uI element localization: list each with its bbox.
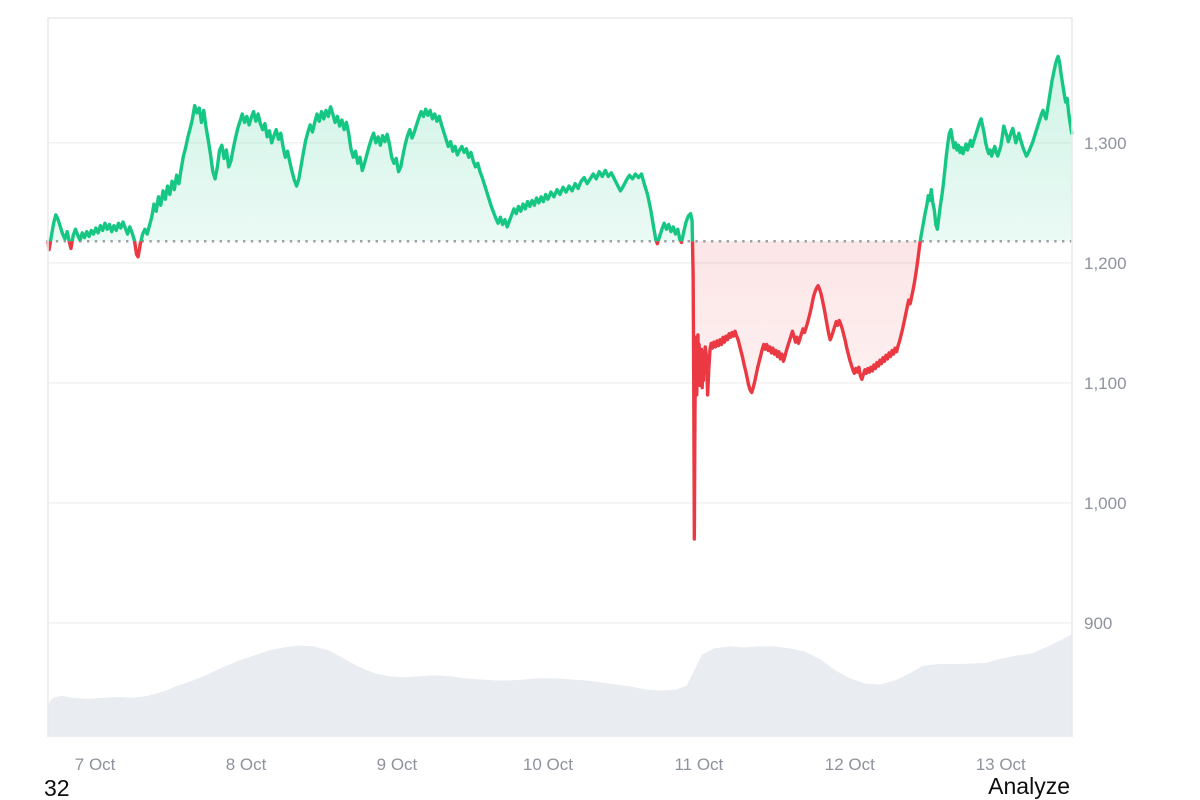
- y-tick-label: 1,000: [1084, 494, 1127, 513]
- y-tick-label: 1,200: [1084, 254, 1127, 273]
- price-line-down: [46, 241, 922, 541]
- price-line-up: [46, 54, 1074, 242]
- x-tick-label: 11 Oct: [674, 755, 723, 774]
- x-tick-label: 13 Oct: [976, 755, 1026, 774]
- plot-border: [47, 17, 1073, 737]
- y-tick-label: 1,100: [1084, 374, 1127, 393]
- y-tick-label: 900: [1084, 614, 1112, 633]
- x-tick-label: 7 Oct: [75, 755, 116, 774]
- volume-area: [48, 634, 1072, 737]
- price-area-below-baseline: [48, 241, 921, 539]
- analyze-button[interactable]: Analyze: [988, 773, 1070, 799]
- x-tick-label: 12 Oct: [825, 755, 875, 774]
- price-area-above-baseline: [48, 56, 1072, 242]
- x-tick-label: 10 Oct: [523, 755, 573, 774]
- x-tick-label: 8 Oct: [226, 755, 267, 774]
- y-tick-label: 1,300: [1084, 134, 1127, 153]
- x-tick-label: 9 Oct: [377, 755, 418, 774]
- coin-rank-label: 32: [44, 775, 70, 800]
